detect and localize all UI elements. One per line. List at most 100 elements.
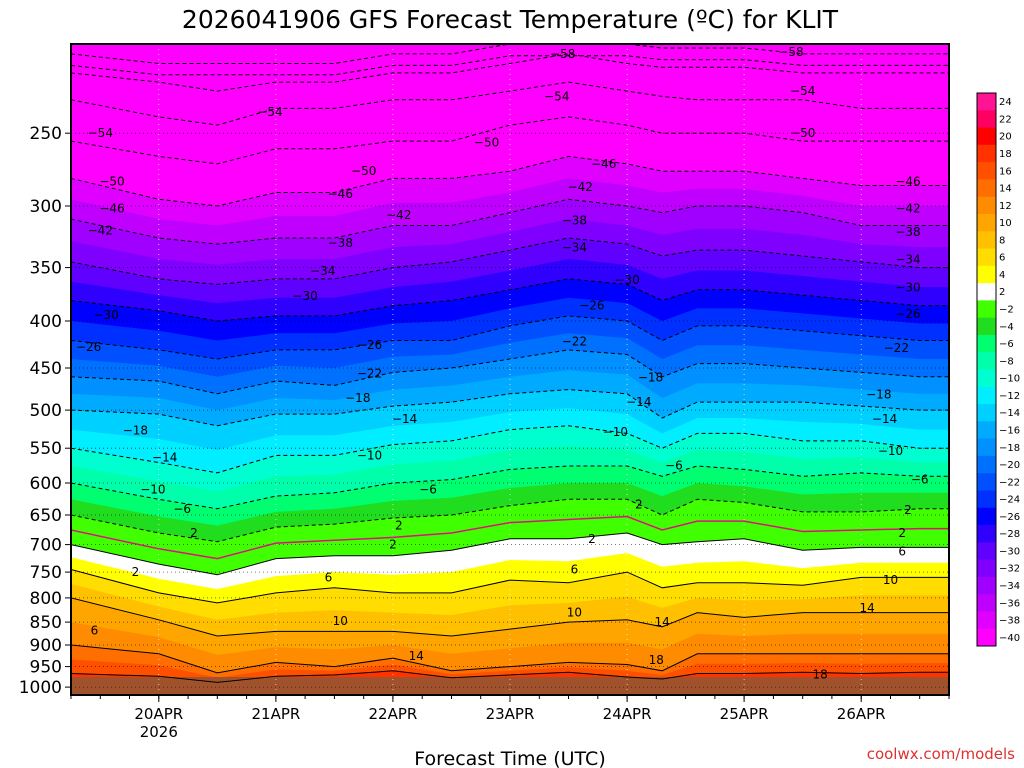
colorbar-label: −6	[999, 339, 1014, 350]
contour-label: −54	[257, 105, 282, 119]
isotherm-contour	[71, 349, 949, 395]
plot-area: −54 −54 −50 −50 −50 −50 −46 −46 −46 −46 −42 −42 −42 −…	[70, 43, 950, 696]
y-tick-label: 550	[30, 439, 62, 459]
colorbar-label: −22	[999, 477, 1020, 488]
colorbar-label: −2	[999, 305, 1014, 316]
contour-label: −10	[357, 448, 382, 462]
y-tick-label: 950	[30, 658, 62, 678]
y-tick-label: 600	[30, 474, 62, 494]
isotherm-contour	[71, 389, 949, 427]
grid-lines	[71, 44, 949, 695]
contour-label: −50	[474, 136, 499, 150]
colorbar-swatch	[977, 438, 996, 457]
contour-label: −14	[872, 412, 897, 426]
colorbar-label: −12	[999, 391, 1020, 402]
colorbar-swatch	[977, 576, 996, 595]
colorbar-swatch	[977, 490, 996, 509]
colorbar-swatch	[977, 386, 996, 405]
contour-label: −30	[614, 273, 639, 287]
contour-label: −38	[895, 225, 920, 239]
y-tick-label: 700	[30, 536, 62, 556]
y-tick-label: 650	[30, 506, 62, 526]
contour-label: −22	[357, 366, 382, 380]
colorbar-label: −32	[999, 564, 1020, 575]
contour-label: −10	[603, 425, 628, 439]
isotherm-contour	[71, 498, 949, 543]
colorbar-swatch	[977, 559, 996, 578]
colorbar-label: −14	[999, 408, 1020, 419]
isotherm-contour	[71, 532, 949, 576]
y-tick-label: 750	[30, 563, 62, 583]
colorbar-label: −24	[999, 495, 1020, 506]
isotherm-contour	[71, 597, 949, 637]
contour-label: 14	[655, 615, 670, 629]
contour-label: −38	[562, 213, 587, 227]
x-axis-label: Forecast Time (UTC)	[414, 748, 605, 768]
y-tick-label: 1000	[19, 678, 62, 698]
y-tick-label: 400	[30, 312, 62, 332]
credit-text[interactable]: coolwx.com/models	[867, 745, 1015, 763]
contour-label: −14	[152, 451, 177, 465]
contour-labels: −54 −54 −50 −50 −50 −50 −46 −46 −46 −46 −42 −42 −42 −…	[76, 45, 929, 682]
contour-label: −38	[328, 236, 353, 250]
contour-label: −26	[895, 307, 920, 321]
contour-label: 10	[567, 606, 582, 620]
colorbar-label: −28	[999, 529, 1020, 540]
contour-label: −6	[911, 473, 929, 487]
contour-label: 2	[389, 538, 397, 552]
colorbar-label: 24	[999, 97, 1012, 108]
colorbar-label: −40	[999, 633, 1020, 644]
x-tick-label: 23APR	[486, 705, 535, 723]
contour-label: −18	[638, 371, 663, 385]
isotherm-contour	[71, 116, 949, 165]
x-tick-label: 22APR	[368, 705, 417, 723]
isotherm-contour	[71, 315, 949, 360]
contour-label: −14	[626, 395, 651, 409]
contour-label: −54	[544, 89, 569, 103]
colorbar-label: 14	[999, 184, 1012, 195]
colorbar-swatch	[977, 594, 996, 612]
colorbar-label: −30	[999, 547, 1020, 558]
colorbar-label: −38	[999, 616, 1020, 627]
colorbar-swatch	[977, 542, 996, 561]
isotherm-contour	[71, 644, 949, 674]
ground-terrain	[71, 677, 949, 695]
isotherm-contour	[71, 44, 949, 64]
contour-label: −18	[123, 423, 148, 437]
isotherm-contour	[71, 55, 949, 76]
colorbar-swatch	[977, 317, 996, 336]
colorbar-swatch	[977, 525, 996, 543]
y-tick-label: 250	[30, 124, 62, 144]
contour-label: −42	[88, 224, 113, 238]
x-tick-label: 20APR	[134, 705, 183, 723]
colorbar-label: 6	[999, 253, 1005, 264]
contour-label: −14	[392, 412, 417, 426]
colorbar-swatch	[977, 421, 996, 440]
contour-label: 2	[904, 503, 912, 517]
contour-label: −46	[895, 174, 920, 188]
colorbar-swatch	[977, 283, 996, 301]
colorbar-swatch	[977, 455, 996, 474]
contour-label: −46	[328, 187, 353, 201]
contour-label: −42	[386, 208, 411, 222]
isotherm-contour	[71, 53, 949, 92]
contour-label: −42	[568, 180, 593, 194]
temperature-band	[71, 44, 949, 81]
colorbar-swatch	[977, 214, 996, 232]
colorbar-label: −16	[999, 426, 1020, 437]
colorbar-swatch	[977, 144, 996, 163]
isotherm-contour	[71, 81, 949, 126]
contour-label: −54	[790, 84, 815, 98]
colorbar-swatch	[977, 628, 996, 647]
isotherm-contour	[71, 569, 949, 604]
colorbar-label: −26	[999, 512, 1020, 523]
contour-label: −50	[790, 126, 815, 140]
contour-label: −54	[88, 126, 113, 140]
contour-label: −42	[895, 202, 920, 216]
contour-label: −18	[866, 388, 891, 402]
contour-label: 2	[190, 526, 198, 540]
isotherm-contour	[71, 670, 949, 683]
colorbar-label: 20	[999, 132, 1012, 143]
contour-label: −34	[562, 241, 587, 255]
